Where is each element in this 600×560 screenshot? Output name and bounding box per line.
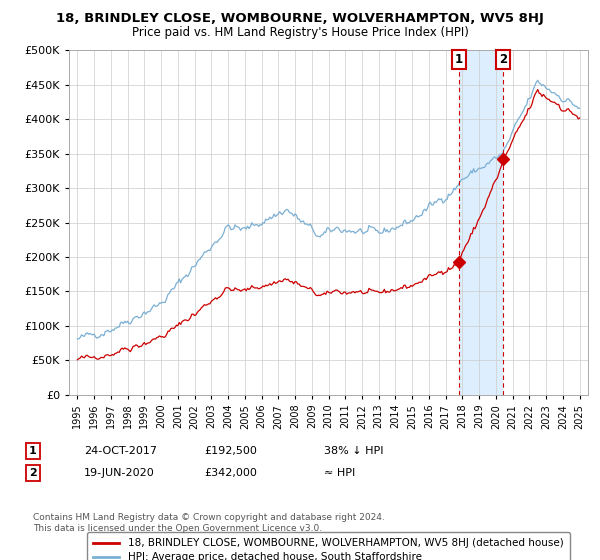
Text: Price paid vs. HM Land Registry's House Price Index (HPI): Price paid vs. HM Land Registry's House … — [131, 26, 469, 39]
Legend: 18, BRINDLEY CLOSE, WOMBOURNE, WOLVERHAMPTON, WV5 8HJ (detached house), HPI: Ave: 18, BRINDLEY CLOSE, WOMBOURNE, WOLVERHAM… — [87, 532, 570, 560]
Text: ≈ HPI: ≈ HPI — [324, 468, 355, 478]
Text: 24-OCT-2017: 24-OCT-2017 — [84, 446, 157, 456]
Text: This data is licensed under the Open Government Licence v3.0.: This data is licensed under the Open Gov… — [33, 524, 322, 533]
Text: Contains HM Land Registry data © Crown copyright and database right 2024.: Contains HM Land Registry data © Crown c… — [33, 513, 385, 522]
Text: £342,000: £342,000 — [204, 468, 257, 478]
Text: 19-JUN-2020: 19-JUN-2020 — [84, 468, 155, 478]
Bar — [459, 50, 503, 395]
Text: 2: 2 — [29, 468, 37, 478]
Text: 1: 1 — [29, 446, 37, 456]
Text: 18, BRINDLEY CLOSE, WOMBOURNE, WOLVERHAMPTON, WV5 8HJ: 18, BRINDLEY CLOSE, WOMBOURNE, WOLVERHAM… — [56, 12, 544, 25]
Text: 2: 2 — [499, 53, 508, 66]
Text: £192,500: £192,500 — [204, 446, 257, 456]
Text: 1: 1 — [455, 53, 463, 66]
Text: 38% ↓ HPI: 38% ↓ HPI — [324, 446, 383, 456]
